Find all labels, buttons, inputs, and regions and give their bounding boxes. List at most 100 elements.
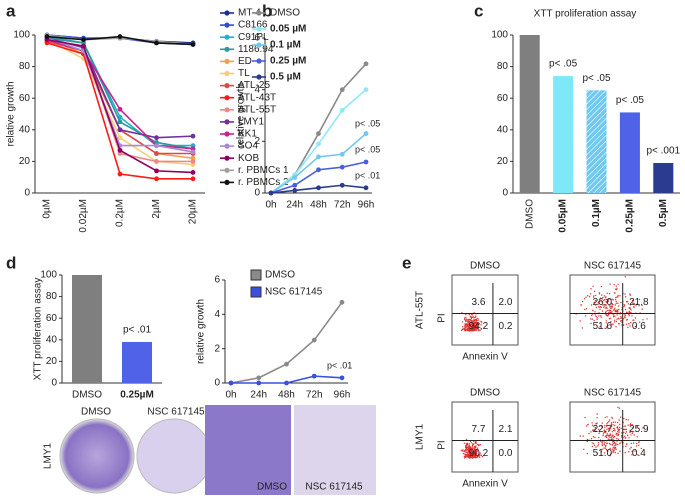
- y-tick-label: 0: [24, 188, 30, 199]
- event-dot: [634, 325, 637, 328]
- event-dot: [584, 315, 587, 317]
- event-dot: [636, 436, 638, 438]
- event-dot: [466, 324, 468, 326]
- event-dot: [610, 323, 612, 325]
- y-tick-label: 20: [19, 156, 31, 167]
- event-dot: [473, 443, 475, 445]
- event-dot: [638, 305, 640, 307]
- axis-label: PI: [437, 313, 448, 322]
- event-dot: [476, 325, 479, 327]
- event-dot: [608, 420, 610, 423]
- event-dot: [598, 327, 600, 329]
- x-tick-label: 48h: [310, 200, 327, 211]
- event-dot: [601, 441, 603, 443]
- event-dot: [642, 319, 644, 321]
- event-dot: [625, 437, 627, 439]
- event-dot: [614, 292, 616, 294]
- event-dot: [623, 417, 625, 420]
- event-dot: [617, 283, 619, 285]
- event-dot: [623, 306, 625, 308]
- event-dot: [636, 442, 638, 445]
- event-dot: [612, 316, 615, 318]
- event-dot: [618, 407, 621, 409]
- x-tick-label: 0h: [225, 390, 236, 401]
- event-dot: [479, 452, 481, 454]
- column-label: DMSO: [470, 261, 500, 272]
- event-dot: [607, 309, 609, 312]
- y-tick-label: 0: [502, 188, 508, 199]
- event-dot: [619, 450, 621, 452]
- event-dot: [467, 322, 469, 324]
- event-dot: [635, 303, 638, 306]
- event-dot: [586, 440, 588, 443]
- event-dot: [477, 319, 480, 321]
- event-dot: [606, 292, 608, 294]
- legend-label: 0.1 µM: [270, 40, 301, 51]
- event-dot: [473, 440, 475, 443]
- event-dot: [595, 424, 597, 426]
- event-dot: [469, 326, 471, 329]
- event-dot: [595, 315, 597, 318]
- event-dot: [590, 431, 592, 433]
- legend-label: ATL-55T: [238, 104, 276, 115]
- event-dot: [606, 307, 608, 309]
- event-dot: [462, 449, 464, 451]
- event-dot: [613, 284, 615, 286]
- event-dot: [596, 318, 598, 320]
- event-dot: [475, 453, 478, 455]
- data-point: [316, 141, 321, 147]
- event-dot: [593, 444, 596, 447]
- event-dot: [472, 314, 474, 316]
- event-dot: [468, 449, 471, 451]
- data-point: [117, 119, 123, 125]
- event-dot: [632, 319, 634, 321]
- event-dot: [474, 448, 477, 450]
- event-dot: [463, 457, 466, 459]
- event-dot: [594, 311, 596, 313]
- event-dot: [588, 432, 590, 435]
- event-dot: [467, 320, 469, 323]
- event-dot: [478, 444, 480, 446]
- event-dot: [591, 442, 593, 444]
- event-dot: [467, 443, 469, 446]
- data-point: [339, 182, 345, 188]
- event-dot: [632, 306, 635, 308]
- event-dot: [618, 323, 620, 325]
- event-dot: [603, 431, 605, 434]
- legend-marker: [224, 10, 230, 16]
- event-dot: [588, 296, 591, 298]
- event-dot: [481, 455, 484, 458]
- data-point: [190, 176, 196, 182]
- event-dot: [628, 313, 630, 316]
- y-tick-label: 80: [46, 291, 58, 302]
- event-dot: [606, 428, 608, 430]
- event-dot: [480, 328, 482, 330]
- y-axis-label: relative growth: [196, 299, 207, 364]
- event-dot: [599, 325, 601, 328]
- event-dot: [466, 449, 469, 451]
- event-dot: [473, 448, 476, 450]
- data-point: [363, 185, 369, 191]
- event-dot: [604, 311, 607, 314]
- data-point: [154, 151, 159, 156]
- event-dot: [631, 450, 633, 452]
- event-dot: [464, 319, 467, 322]
- event-dot: [629, 308, 631, 310]
- event-dot: [605, 434, 608, 437]
- event-dot: [606, 423, 608, 425]
- event-dot: [469, 440, 472, 443]
- data-point: [311, 373, 317, 379]
- event-dot: [624, 317, 626, 319]
- event-dot: [596, 453, 599, 455]
- event-dot: [627, 326, 629, 329]
- event-dot: [615, 320, 618, 323]
- event-dot: [582, 435, 584, 437]
- quadrant-value: 3.6: [472, 297, 486, 308]
- event-dot: [600, 306, 602, 308]
- event-dot: [615, 326, 617, 328]
- event-dot: [609, 453, 612, 455]
- event-dot: [627, 419, 629, 421]
- event-dot: [632, 432, 634, 434]
- event-dot: [594, 299, 597, 302]
- event-dot: [631, 423, 633, 426]
